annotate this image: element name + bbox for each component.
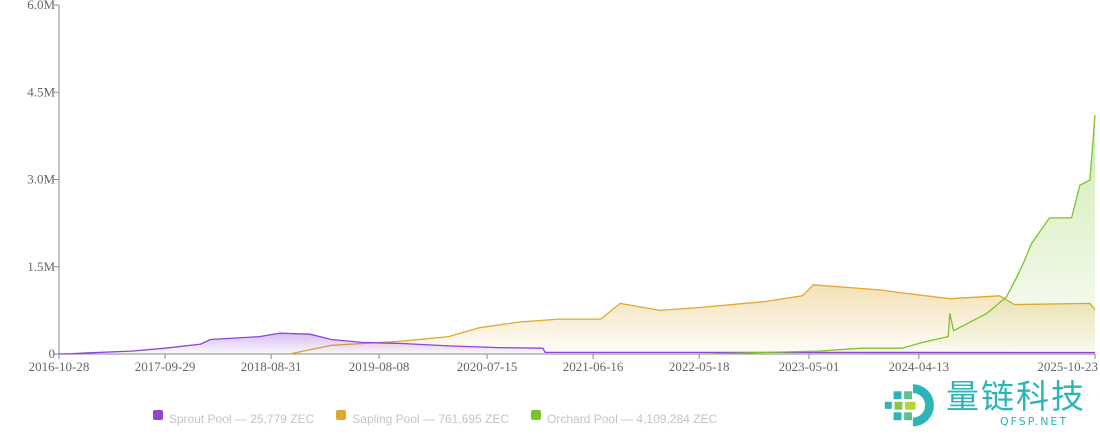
series-area-sprout [59,333,1095,354]
series-line-sprout [58,332,1096,355]
x-tick-label: 2018-08-31 [241,359,302,374]
logo-text: 量链科技 [946,377,1086,416]
x-tick-label: 2016-10-28 [29,359,90,374]
x-tick-label: 2023-05-01 [779,359,840,374]
y-tick-label: 3.0M [27,172,55,187]
x-tick-label: 2022-05-18 [669,359,730,374]
series-area-orchard [703,115,1095,354]
legend-label: Sprout Pool — 25,779 ZEC [168,412,315,426]
series-area-sapling [289,284,1095,354]
logo-subtext: QFSP.NET [1000,415,1069,428]
legend-swatch [336,410,347,420]
x-tick-label: 2017-09-29 [135,359,196,374]
legend-item-sprout[interactable]: Sprout Pool — 25,779 ZEC [152,410,315,426]
series-line-sapling [289,284,1096,355]
watermark-logo: 量链科技 QFSP.NET [880,379,1100,429]
y-tick-label: 0 [49,346,56,361]
legend-item-sapling[interactable]: Sapling Pool — 761,695 ZEC [336,410,510,426]
logo-icon [884,384,934,427]
legend-label: Sapling Pool — 761,695 ZEC [352,412,510,426]
y-tick-label: 1.5M [27,259,55,274]
y-tick-label: 4.5M [27,84,55,99]
x-tick-label: 2024-04-13 [889,359,950,374]
x-tick-label: 2020-07-15 [457,359,518,374]
legend-swatch [531,410,542,420]
legend-label: Orchard Pool — 4,109,284 ZEC [547,412,718,426]
series-line-orchard [703,114,1096,355]
y-tick-label: 6.0M [27,0,55,12]
legend-swatch [152,410,163,420]
x-tick-label: 2019-08-08 [349,359,410,374]
legend: Sprout Pool — 25,779 ZEC Sapling Pool — … [0,410,1100,426]
x-tick-label: 2021-06-16 [563,359,624,374]
legend-item-orchard[interactable]: Orchard Pool — 4,109,284 ZEC [531,410,718,426]
x-tick-label: 2025-10-23 [1037,359,1098,374]
